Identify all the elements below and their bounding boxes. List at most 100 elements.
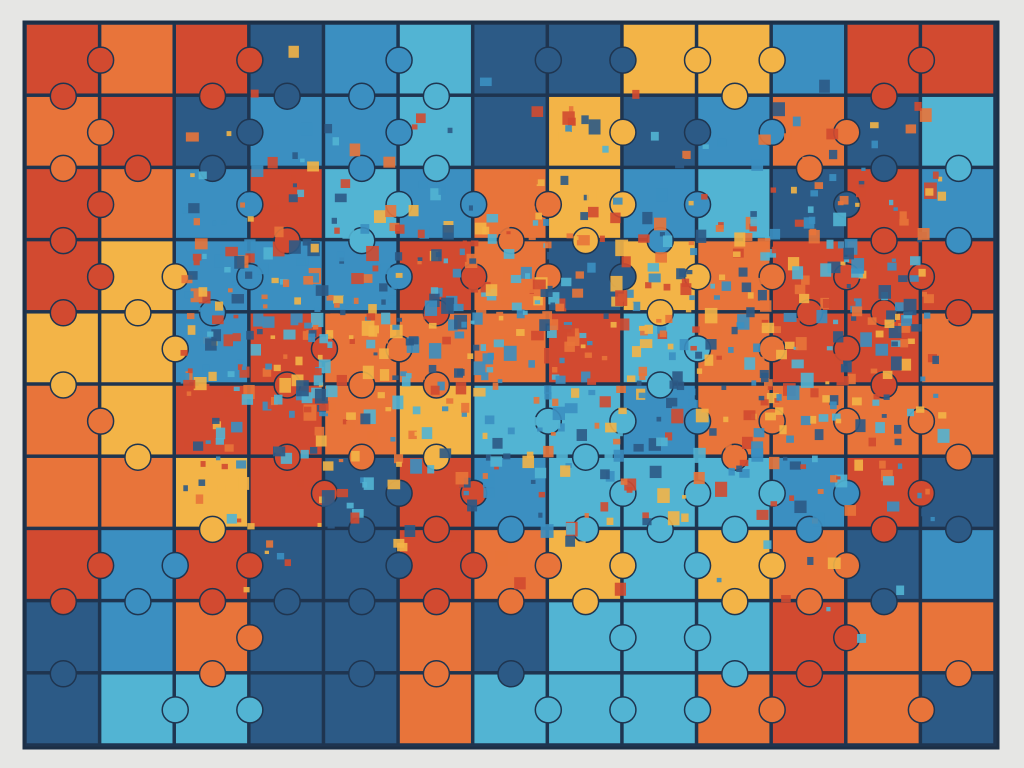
puzzle-knob: [758, 696, 786, 724]
puzzle-knob: [124, 443, 152, 471]
fragment: [427, 465, 435, 474]
fragment: [766, 392, 779, 404]
fragment: [580, 212, 589, 221]
fragment: [600, 502, 609, 512]
fragment: [705, 339, 717, 350]
fragment: [300, 122, 313, 136]
fragment: [930, 516, 935, 522]
fragment: [881, 414, 887, 418]
fragment: [605, 422, 617, 433]
puzzle-knob: [534, 551, 563, 580]
fragment: [671, 408, 684, 424]
fragment: [417, 229, 425, 238]
fragment: [594, 422, 600, 429]
fragment: [352, 297, 359, 304]
fragment: [430, 188, 441, 201]
fragment: [612, 197, 623, 205]
fragment: [502, 270, 514, 282]
puzzle-knob: [86, 190, 115, 219]
puzzle-knob: [721, 587, 749, 616]
puzzle-knob: [907, 696, 936, 724]
fragment: [183, 485, 188, 492]
fragment: [392, 324, 400, 330]
fragment: [250, 344, 262, 356]
fragment: [603, 313, 609, 319]
fragment: [188, 271, 198, 280]
fragment: [212, 220, 217, 226]
fragment: [887, 262, 897, 271]
fragment: [728, 467, 735, 476]
fragment: [875, 343, 889, 356]
fragment: [327, 341, 333, 348]
fragment: [584, 513, 589, 518]
fragment: [632, 301, 641, 312]
puzzle-knob: [236, 46, 264, 74]
fragment: [262, 401, 272, 411]
fragment: [693, 472, 705, 485]
fragment: [617, 431, 623, 437]
puzzle-knob: [609, 551, 637, 580]
fragment: [550, 302, 556, 307]
fragment: [531, 330, 544, 341]
fragment: [826, 346, 833, 351]
fragment: [615, 239, 629, 257]
fragment: [938, 412, 947, 419]
puzzle-knob: [49, 587, 78, 616]
fragment: [231, 421, 243, 433]
puzzle-knob: [385, 118, 413, 147]
fragment: [383, 156, 396, 168]
fragment: [907, 408, 915, 417]
puzzle-knob: [49, 82, 78, 110]
puzzle-knob: [683, 46, 712, 74]
fragment: [829, 174, 837, 182]
fragment: [850, 298, 862, 313]
fragment: [758, 134, 771, 145]
fragment: [441, 297, 455, 314]
fragment: [431, 249, 442, 262]
fragment: [760, 300, 772, 312]
fragment: [883, 394, 890, 400]
fragment: [349, 338, 355, 344]
fragment: [819, 79, 830, 93]
fragment: [214, 254, 225, 268]
fragment: [528, 212, 541, 225]
fragment: [234, 256, 245, 269]
fragment: [194, 238, 208, 250]
fragment: [814, 429, 824, 441]
fragment: [676, 381, 685, 391]
fragment: [480, 344, 487, 352]
fragment: [195, 494, 204, 504]
fragment: [539, 319, 550, 331]
puzzle-knob: [870, 154, 898, 183]
fragment: [637, 475, 643, 481]
fragment: [681, 513, 689, 522]
fragment: [745, 277, 753, 284]
fragment: [909, 275, 919, 282]
puzzle-knob: [497, 515, 525, 544]
fragment: [657, 488, 670, 503]
fragment: [710, 325, 722, 336]
fragment: [757, 277, 766, 285]
fragment: [836, 476, 841, 480]
fragment: [236, 359, 244, 367]
fragment: [687, 400, 698, 409]
fragment: [810, 388, 819, 398]
fragment: [760, 399, 769, 406]
fragment: [868, 262, 877, 269]
fragment: [291, 189, 297, 194]
fragment: [587, 340, 593, 346]
fragment: [348, 335, 354, 340]
fragment: [854, 459, 864, 471]
fragment: [775, 340, 783, 348]
fragment: [468, 205, 473, 211]
fragment: [922, 436, 928, 442]
fragment: [756, 356, 765, 363]
fragment: [844, 256, 850, 263]
fragment: [564, 403, 578, 414]
fragment: [827, 557, 841, 570]
fragment: [245, 250, 255, 263]
fragment: [342, 224, 355, 239]
fragment: [923, 294, 934, 304]
fragment: [767, 386, 773, 391]
fragment: [624, 478, 637, 491]
